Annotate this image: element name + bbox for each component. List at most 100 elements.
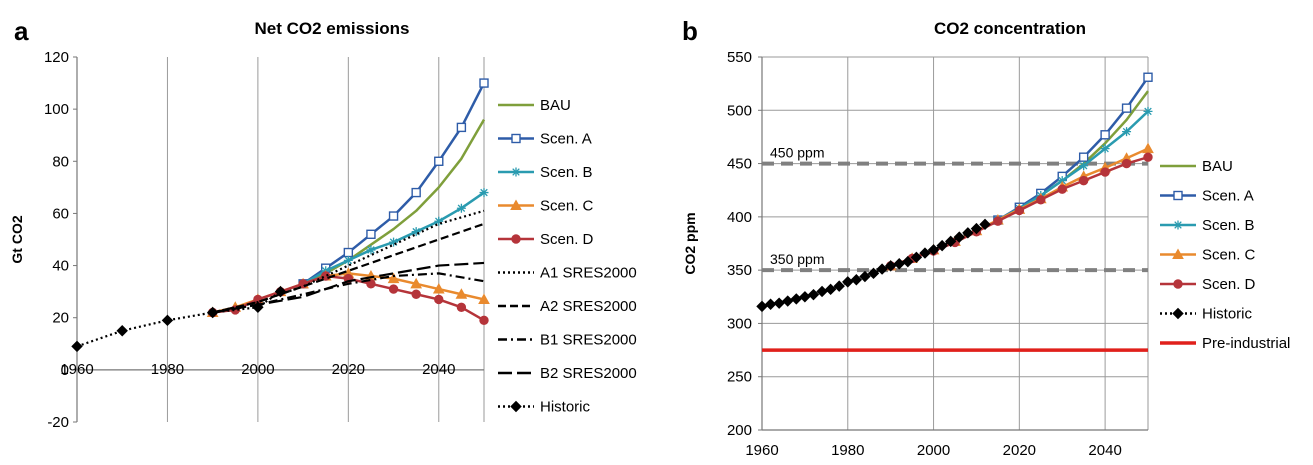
data-point [756,300,768,313]
data-point [455,288,468,299]
data-point [1122,127,1132,137]
data-point [366,229,376,239]
legend-label: Scen. C [1202,247,1256,264]
x-tick-label: 1980 [151,361,184,378]
x-tick-label: 2000 [241,361,274,378]
legend-marker [510,400,522,413]
data-point [859,270,871,283]
legend-item-scen-c: Scen. C [498,198,594,215]
data-point [432,283,445,294]
legend-item-scen-d: Scen. D [498,231,594,248]
legend-label: Scen. B [540,164,593,181]
x-tick-label: 1960 [745,442,778,459]
series-line [302,82,486,285]
data-point [816,285,828,298]
y-tick-label: 550 [727,49,752,66]
series-line [997,76,1150,222]
y-tick-label: 500 [727,102,752,119]
legend-item-scen-d: Scen. D [1160,276,1256,293]
data-point [782,295,794,307]
legend-item-historic: Historic [498,399,591,416]
data-point [479,78,489,88]
data-point [1014,205,1025,216]
data-point [479,188,489,198]
data-point [876,263,888,275]
data-point [434,156,444,166]
panel-letter: b [682,16,698,46]
data-point [388,211,399,221]
data-point [388,284,399,294]
data-point [824,283,837,296]
legend-item-a1-sres2000: A1 SRES2000 [498,265,637,282]
data-point [434,294,444,305]
legend-label: A1 SRES2000 [540,265,637,282]
y-tick-label: 450 [727,156,752,173]
legend-item-b1-sres2000: B1 SRES2000 [498,332,637,349]
legend-label: Historic [1202,306,1253,323]
legend-marker [511,133,521,144]
legend-item-scen-b: Scen. B [498,164,593,181]
data-point [456,122,467,133]
data-point [962,227,974,239]
data-point [945,235,957,248]
data-point [389,237,399,247]
data-point [953,231,965,243]
data-point [773,297,785,309]
chart-title: Net CO2 emissions [255,19,410,38]
y-axis-label: Gt CO2 [9,215,25,263]
x-tick-label: 1960 [60,361,93,378]
y-axis-label: CO2 ppm [682,212,698,274]
series-scen-a [993,72,1153,225]
reference-line-350-ppm: 350 ppm [762,251,1148,273]
series-historic [71,285,287,353]
data-point [927,244,940,256]
y-tick-label: 60 [52,205,69,222]
series-line [76,290,282,348]
y-tick-label: 120 [44,49,69,66]
legend-item-scen-b: Scen. B [1160,217,1255,234]
y-tick-label: 400 [727,209,752,226]
y-tick-label: 0 [61,362,69,379]
legend-label: Scen. A [540,131,592,148]
y-tick-label: 40 [52,258,69,275]
legend-item-pre-industrial: Pre-industrial [1160,335,1290,352]
data-point [790,293,803,305]
y-tick-label: 80 [52,153,69,170]
data-point [252,301,264,313]
data-point [1100,130,1110,140]
data-point [833,280,845,292]
data-point [387,272,400,284]
data-point [1100,144,1110,154]
data-point [1036,195,1046,205]
data-point [884,260,897,272]
legend-label: Scen. C [540,198,594,215]
series-line [302,118,486,285]
data-point [411,187,421,198]
reference-line-label: 450 ppm [770,145,824,161]
data-point [1143,152,1153,162]
legend-marker [1172,248,1184,259]
legend-marker [1173,220,1183,230]
reference-line-label: 350 ppm [770,251,824,267]
series-group [756,72,1154,352]
data-point [764,298,777,310]
data-point [910,251,923,264]
data-point [478,293,490,304]
series-historic [756,218,991,313]
legend-item-scen-a: Scen. A [498,131,592,148]
x-tick-label: 1980 [831,442,864,459]
data-point [1121,103,1132,113]
data-point [893,258,905,270]
legend-label: BAU [540,97,571,114]
data-point [1143,106,1153,116]
data-point [206,306,219,319]
legend-label: Pre-industrial [1202,335,1290,352]
legend-marker [1173,279,1183,289]
legend-label: Scen. D [540,231,594,248]
data-point [456,302,467,312]
legend-label: Scen. B [1202,217,1255,234]
x-tick-label: 2040 [1088,442,1121,459]
data-point [411,227,421,237]
data-point [799,291,811,303]
